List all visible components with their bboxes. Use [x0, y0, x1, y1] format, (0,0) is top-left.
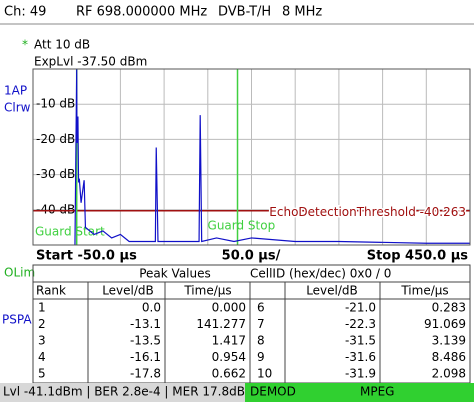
cell-id: CellID (hex/dec) 0x0 / 0 — [250, 267, 391, 281]
table-cell: 2 — [38, 317, 46, 331]
table-cell: -31.5 — [345, 334, 376, 348]
table-cell: 3 — [38, 334, 46, 348]
table-cell: -22.3 — [345, 317, 376, 331]
table-cell: -13.5 — [130, 334, 161, 348]
status-bar — [0, 383, 245, 402]
demod: DEMOD — [250, 385, 296, 399]
column-header: Level/dB — [102, 284, 154, 298]
y-tick-label: -20 dB — [36, 132, 75, 146]
table-cell: 6 — [257, 301, 265, 315]
table-cell: 0.662 — [212, 367, 246, 381]
y-tick-label: -30 dB — [36, 167, 75, 181]
table-cell: 9 — [257, 350, 265, 364]
table-cell: 10 — [257, 367, 272, 381]
div-label: 50.0 µs/ — [222, 249, 281, 264]
table-cell: 0.283 — [432, 301, 466, 315]
olim: OLim — [4, 266, 35, 280]
table-title: Peak Values — [139, 267, 211, 281]
table-cell: 3.139 — [432, 334, 466, 348]
rf: RF 698.000000 MHz — [76, 5, 207, 20]
table-cell: 8.486 — [432, 350, 466, 364]
table-cell: -31.6 — [345, 350, 376, 364]
plot-frame — [32, 68, 471, 246]
table-cell: 5 — [38, 367, 46, 381]
start-label: Start -50.0 µs — [36, 249, 137, 264]
channel: Ch: 49 — [4, 5, 46, 20]
column-header: Time/µs — [400, 284, 448, 298]
table-cell: -17.8 — [130, 367, 161, 381]
table-cell: 141.277 — [196, 317, 246, 331]
column-header: Rank — [36, 284, 66, 298]
expected-level: ExpLvl -37.50 dBm — [34, 55, 147, 69]
plot: -10 dB -20 dB -30 dB -40 dB EchoDetectionThr… — [32, 68, 471, 246]
guard-label: Guard Start — [35, 225, 105, 239]
table-cell: 0.954 — [212, 350, 246, 364]
table-cell: 1 — [38, 301, 46, 315]
trace-mode: Clrw — [4, 101, 31, 115]
table-cell: 91.069 — [424, 317, 466, 331]
table-cell: 1.417 — [212, 334, 246, 348]
pspa: PSPA — [2, 313, 32, 327]
table-cell: -13.1 — [130, 317, 161, 331]
attenuation: Att 10 dB — [34, 38, 90, 52]
table-cell: -16.1 — [130, 350, 161, 364]
table-cell: 4 — [38, 350, 46, 364]
trace — [74, 68, 470, 246]
stop-label: Stop 450.0 µs — [367, 249, 469, 264]
table-cell: 0.000 — [212, 301, 246, 315]
att-marker: * — [22, 38, 28, 52]
threshold-label: EchoDetectionThreshold -40.263 — [269, 205, 466, 219]
trace-name: 1AP — [4, 84, 27, 98]
status-text: Lvl -41.1dBm | BER 2.8e-4 | MER 17.8dB — [3, 385, 245, 399]
table-cell: 7 — [257, 317, 265, 331]
bandwidth: 8 MHz — [282, 5, 322, 20]
y-tick-label: -10 dB — [36, 97, 75, 111]
table-cell: 8 — [257, 334, 265, 348]
standard: DVB-T/H — [218, 5, 271, 20]
mpeg: MPEG — [360, 385, 394, 399]
table-cell: 2.098 — [432, 367, 466, 381]
status-green — [245, 383, 474, 402]
guard-label: Guard Stop — [208, 219, 276, 233]
column-header: Level/dB — [306, 284, 358, 298]
table-cell: 0.0 — [142, 301, 161, 315]
table-cell: -21.0 — [345, 301, 376, 315]
column-header: Time/µs — [183, 284, 231, 298]
y-tick-label: -40 dB — [36, 202, 75, 216]
table-cell: -31.9 — [345, 367, 376, 381]
